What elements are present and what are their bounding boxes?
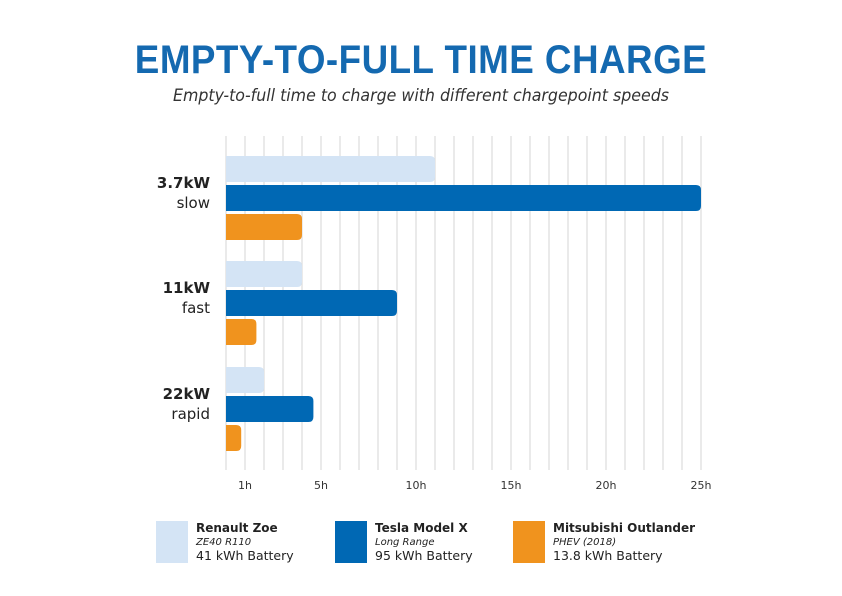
category-speed: rapid xyxy=(171,405,210,423)
category-label-rapid: 22kW rapid xyxy=(163,384,210,424)
bar-renault-zoe-slow xyxy=(226,156,435,182)
legend-name: Mitsubishi Outlander xyxy=(553,521,696,535)
legend-name: Tesla Model X xyxy=(375,521,468,535)
category-power: 22kW xyxy=(162,385,210,403)
legend-battery: 13.8 kWh Battery xyxy=(553,548,663,563)
legend-swatch-renault xyxy=(156,521,188,563)
bar-renault-zoe-rapid xyxy=(226,367,264,393)
legend-variant: ZE40 R110 xyxy=(196,537,252,548)
x-tick-label: 1h xyxy=(238,479,252,492)
chart-title: EMPTY-TO-FULL TIME CHARGE xyxy=(134,38,708,82)
category-speed: fast xyxy=(181,299,210,317)
legend-name: Renault Zoe xyxy=(196,521,278,535)
bars xyxy=(226,156,701,451)
legend-swatch-tesla xyxy=(335,521,367,563)
category-power: 11kW xyxy=(162,279,210,297)
legend-battery: 41 kWh Battery xyxy=(196,548,294,563)
bar-tesla-model-x-fast xyxy=(226,290,397,316)
x-tick-label: 5h xyxy=(314,479,328,492)
x-tick-label: 25h xyxy=(691,479,712,492)
bar-mitsubishi-outlander-rapid xyxy=(226,425,242,451)
bar-tesla-model-x-rapid xyxy=(226,396,314,422)
x-axis-ticks: 1h 5h 10h 15h 20h 25h xyxy=(238,479,712,492)
x-tick-label: 10h xyxy=(406,479,427,492)
x-tick-label: 15h xyxy=(501,479,522,492)
category-power: 3.7kW xyxy=(156,174,210,192)
bar-renault-zoe-fast xyxy=(226,261,302,287)
chart-subtitle: Empty-to-full time to charge with differ… xyxy=(172,86,670,106)
legend-swatch-mitsubishi xyxy=(513,521,545,563)
x-tick-label: 20h xyxy=(596,479,617,492)
legend-variant: Long Range xyxy=(375,537,435,548)
bar-tesla-model-x-slow xyxy=(226,185,701,211)
legend-battery: 95 kWh Battery xyxy=(375,548,473,563)
legend-variant: PHEV (2018) xyxy=(553,537,617,548)
bar-mitsubishi-outlander-fast xyxy=(226,319,257,345)
bar-mitsubishi-outlander-slow xyxy=(226,214,302,240)
category-label-slow: 3.7kW slow xyxy=(157,173,210,213)
category-label-fast: 11kW fast xyxy=(163,278,210,318)
category-speed: slow xyxy=(176,194,210,212)
